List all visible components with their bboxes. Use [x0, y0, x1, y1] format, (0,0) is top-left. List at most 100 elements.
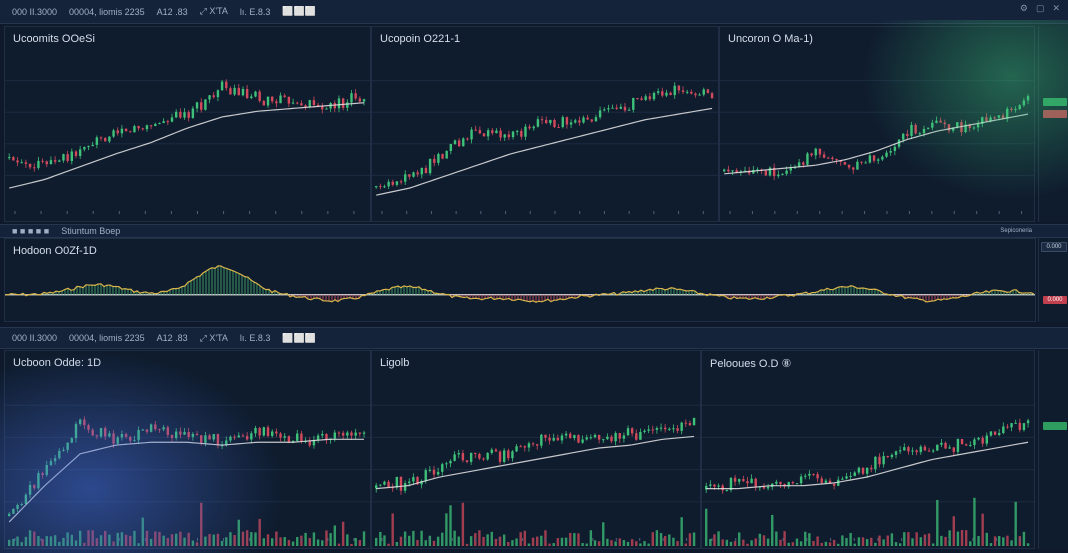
volume-bar — [676, 541, 679, 546]
candle-body — [607, 108, 610, 110]
volume-bar — [502, 534, 506, 546]
chart-panel-1[interactable]: Ucoomits OOeSi — [4, 26, 371, 222]
symbol-label[interactable]: 000 II.3000 — [12, 6, 58, 17]
price-scale-top[interactable] — [1038, 26, 1068, 222]
chart-panel-2[interactable]: Ucopoin O221-1 — [371, 26, 719, 222]
candle-body — [553, 119, 556, 128]
candle-body — [124, 434, 128, 437]
chart-panel-5[interactable]: Ligolb — [371, 350, 701, 549]
candle-body — [787, 482, 790, 487]
symbol-label[interactable]: 000 II.3000 — [12, 333, 58, 343]
toolbar-item-2[interactable]: A12 .83 — [156, 333, 188, 343]
candle-body — [816, 474, 819, 479]
volume-bar — [630, 539, 634, 546]
volume-bar — [564, 537, 568, 546]
candle-body — [457, 140, 461, 147]
volume-bar — [952, 516, 955, 546]
candle-body — [375, 485, 378, 489]
candle-body — [781, 173, 784, 175]
toolbar-item-1[interactable]: 00004, liomis 2235 — [69, 333, 145, 343]
candle-body — [441, 153, 444, 159]
candle-body — [62, 449, 65, 451]
candle-body — [997, 433, 1001, 435]
maximize-icon[interactable]: ▢ — [1035, 3, 1045, 13]
volume-bar — [465, 543, 469, 546]
volume-bar — [28, 530, 32, 546]
volume-bar — [1022, 531, 1026, 546]
volume-bar — [74, 540, 78, 546]
volume-bar — [964, 530, 968, 546]
toolbar-item-3[interactable]: ⤢ X'TA — [199, 6, 228, 16]
candle-body — [849, 476, 852, 478]
volume-bar — [606, 538, 609, 546]
candle-body — [636, 98, 639, 100]
candle-body — [574, 120, 577, 123]
candle-body — [99, 428, 103, 437]
toolbar-item-4[interactable]: lı. E.8.3 — [239, 333, 271, 343]
volume-bar — [618, 538, 621, 546]
toolbar-dots-icon[interactable]: ■ ■ ■ ■ ■ — [12, 226, 50, 236]
candle-body — [266, 427, 270, 436]
oscillator-panel[interactable]: Hodoon O0Zf-1D — [4, 238, 1036, 322]
candle-body — [614, 433, 617, 442]
oscillator-scale[interactable]: 0.000 0.000 — [1038, 238, 1068, 322]
indicator-label[interactable]: Stiuntum Boep — [61, 226, 121, 236]
candle-body — [524, 126, 527, 137]
volume-bar — [886, 535, 889, 546]
candle-body — [847, 164, 851, 168]
candle-body — [187, 432, 190, 437]
candle-body — [943, 122, 946, 125]
moving-average-line — [706, 441, 1029, 490]
price-scale-bottom[interactable] — [1038, 350, 1068, 549]
toolbar-item-5[interactable]: ⬜⬜⬜ — [282, 6, 317, 16]
candle-body — [66, 154, 69, 161]
close-icon[interactable]: ✕ — [1052, 3, 1060, 13]
volume-bar — [602, 522, 605, 546]
chart-panel-6[interactable]: Pelooues O.D ⑧ — [701, 350, 1035, 549]
candle-body — [952, 447, 955, 452]
candle-body — [573, 435, 576, 439]
volume-bar — [498, 536, 502, 546]
candle-body — [145, 429, 149, 432]
volume-bar — [478, 530, 481, 546]
candle-body — [262, 427, 266, 436]
volume-bar — [622, 540, 626, 546]
candle-body — [853, 472, 856, 477]
toolbar-item-3[interactable]: ⤢ X'TA — [199, 332, 228, 343]
candle-body — [931, 122, 934, 128]
candle-body — [124, 128, 128, 132]
candle-body — [960, 439, 964, 445]
indicator-right-label[interactable]: Sepiconeria — [1000, 228, 1032, 234]
candle-body — [212, 95, 215, 98]
candle-body — [527, 443, 531, 448]
candle-body — [531, 443, 535, 445]
candle-body — [581, 439, 584, 443]
toolbar-item-4[interactable]: lı. E.8.3 — [239, 6, 271, 17]
candle-body — [647, 429, 650, 431]
chart-panel-4[interactable]: Ucboon Odde: 1D — [4, 350, 371, 549]
candle-body — [166, 427, 170, 435]
chart-title: Uncoron O Ma-1) — [728, 33, 813, 45]
candle-body — [907, 447, 910, 452]
candle-body — [391, 487, 394, 489]
volume-bar — [936, 499, 939, 546]
candle-body — [832, 483, 836, 486]
candle-body — [804, 475, 807, 477]
volume-bar — [241, 531, 245, 546]
volume-bar — [486, 534, 489, 546]
candle-body — [709, 484, 712, 486]
toolbar-item-5[interactable]: ⬜⬜⬜ — [282, 332, 317, 343]
chart-panel-3[interactable]: Uncoron O Ma-1) — [719, 26, 1035, 222]
candle-body — [590, 119, 594, 122]
candle-body — [490, 449, 493, 453]
candle-body — [768, 167, 772, 176]
candle-body — [738, 479, 741, 482]
toolbar-item-1[interactable]: 00004, liomis 2235 — [69, 6, 145, 17]
candle-body — [461, 453, 465, 461]
volume-bar — [725, 539, 729, 546]
candle-body — [582, 117, 585, 123]
gear-icon[interactable]: ⚙ — [1019, 3, 1028, 13]
candle-body — [53, 458, 57, 462]
toolbar-item-2[interactable]: A12 .83 — [156, 6, 188, 17]
volume-bar — [387, 543, 390, 546]
